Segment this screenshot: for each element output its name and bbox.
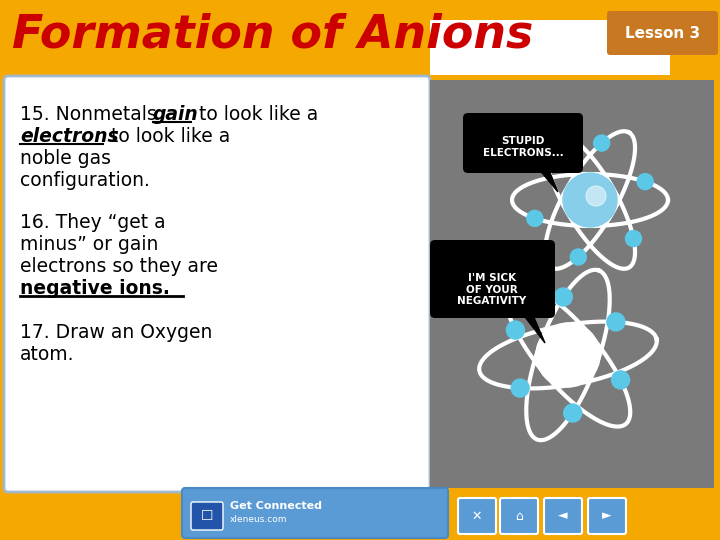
FancyBboxPatch shape <box>182 488 448 538</box>
Circle shape <box>539 153 554 170</box>
Text: negative ions.: negative ions. <box>20 279 170 298</box>
Text: ✕: ✕ <box>472 510 482 523</box>
Circle shape <box>511 379 529 397</box>
Circle shape <box>637 174 653 190</box>
Text: gain: gain <box>153 105 199 124</box>
FancyBboxPatch shape <box>544 498 582 534</box>
Text: to look like a: to look like a <box>105 127 230 146</box>
Text: electrons: electrons <box>20 127 119 146</box>
Text: noble gas: noble gas <box>20 149 111 168</box>
Text: to look like a: to look like a <box>193 105 318 124</box>
Text: ►: ► <box>602 510 612 523</box>
Text: ⌂: ⌂ <box>515 510 523 523</box>
Text: atom.: atom. <box>20 345 74 364</box>
Text: electrons so they are: electrons so they are <box>20 257 218 276</box>
FancyBboxPatch shape <box>458 498 496 534</box>
Text: ☐: ☐ <box>201 509 213 523</box>
FancyBboxPatch shape <box>463 113 583 173</box>
FancyBboxPatch shape <box>191 502 223 530</box>
Text: ◄: ◄ <box>558 510 568 523</box>
Circle shape <box>586 186 606 206</box>
Text: 17. Draw an Oxygen: 17. Draw an Oxygen <box>20 323 212 342</box>
FancyBboxPatch shape <box>500 498 538 534</box>
Circle shape <box>570 249 586 265</box>
Circle shape <box>536 323 600 387</box>
Polygon shape <box>538 168 558 192</box>
Text: 16. They “get a: 16. They “get a <box>20 213 166 232</box>
FancyBboxPatch shape <box>430 80 714 488</box>
FancyBboxPatch shape <box>588 498 626 534</box>
Circle shape <box>626 231 642 247</box>
Circle shape <box>506 321 524 339</box>
Text: Get Connected: Get Connected <box>230 501 322 511</box>
Circle shape <box>607 313 625 331</box>
Polygon shape <box>522 313 545 343</box>
Circle shape <box>594 135 610 151</box>
FancyBboxPatch shape <box>4 76 430 492</box>
Text: 15. Nonmetals: 15. Nonmetals <box>20 105 163 124</box>
FancyBboxPatch shape <box>430 20 670 75</box>
FancyBboxPatch shape <box>607 11 718 55</box>
Text: Formation of Anions: Formation of Anions <box>12 12 534 57</box>
Circle shape <box>563 173 617 227</box>
Circle shape <box>554 288 572 306</box>
Text: minus” or gain: minus” or gain <box>20 235 158 254</box>
FancyBboxPatch shape <box>430 240 555 318</box>
Text: xleneus.com: xleneus.com <box>230 516 287 524</box>
Circle shape <box>564 404 582 422</box>
Text: I'M SICK
OF YOUR
NEGATIVITY: I'M SICK OF YOUR NEGATIVITY <box>457 273 526 306</box>
Text: configuration.: configuration. <box>20 171 150 190</box>
Circle shape <box>527 211 543 226</box>
Text: STUPID
ELECTRONS...: STUPID ELECTRONS... <box>482 136 563 158</box>
Text: Lesson 3: Lesson 3 <box>626 25 701 40</box>
Circle shape <box>611 371 629 389</box>
